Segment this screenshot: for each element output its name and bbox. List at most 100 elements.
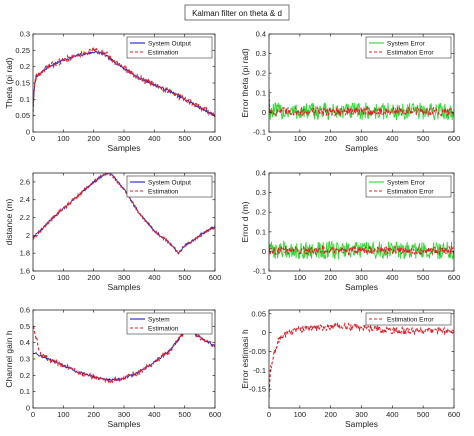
x-tick-label: 300 — [355, 273, 368, 282]
title-text: Kalman filter on theta & d — [192, 9, 282, 18]
series-line-1 — [269, 88, 454, 117]
x-tick-label: 0 — [267, 410, 271, 419]
legend-label: Estimation — [148, 326, 179, 333]
y-tick-label: 2.4 — [20, 195, 30, 204]
x-tick-label: 600 — [209, 410, 222, 419]
x-tick-label: 100 — [57, 273, 70, 282]
x-tick-label: 200 — [324, 410, 337, 419]
series-group — [269, 88, 454, 121]
y-tick-label: 0.1 — [256, 227, 266, 236]
series-line-0 — [269, 240, 454, 260]
x-tick-label: 600 — [209, 134, 222, 143]
x-tick-label: 0 — [31, 273, 35, 282]
title-box — [184, 4, 290, 21]
x-tick-label: 400 — [148, 273, 161, 282]
x-axis-label: Samples — [345, 419, 378, 429]
x-tick-label: 300 — [118, 273, 131, 282]
legend-label: Estimation — [148, 189, 179, 196]
legend-label: System Output — [148, 180, 191, 187]
subplot-distance: 0 100 200 300 400 500 600 1.6 1.8 2 2.2 2.4 2.6 Sampl… — [4, 172, 221, 292]
x-tick-label: 100 — [294, 273, 307, 282]
x-tick-label: 300 — [118, 134, 131, 143]
x-tick-label: 300 — [118, 410, 131, 419]
legend: System Output Estimation — [126, 175, 213, 198]
y-axis-label: Channel gain h — [4, 330, 14, 387]
legend-box — [126, 175, 213, 198]
x-tick-label: 200 — [87, 410, 100, 419]
y-tick-label: 0.05 — [15, 111, 30, 120]
legend: System Error Estimation Error — [365, 36, 452, 59]
legend-label: Estimation Error — [387, 50, 434, 57]
y-tick-label: 0.1 — [20, 387, 30, 396]
x-tick-label: 100 — [294, 134, 307, 143]
series-line-1 — [33, 46, 215, 118]
x-tick-label: 0 — [31, 410, 35, 419]
series-line-1 — [269, 243, 454, 257]
x-tick-label: 500 — [417, 410, 430, 419]
x-tick-label: 500 — [417, 273, 430, 282]
x-tick-label: 200 — [324, 273, 337, 282]
x-tick-label: 100 — [57, 410, 70, 419]
legend-label: System Error — [387, 180, 426, 187]
y-tick-label: 0.25 — [15, 46, 30, 55]
figure-title: Kalman filter on theta & d — [184, 4, 290, 21]
y-axis-label: Theta (pi rad) — [4, 57, 14, 108]
x-tick-label: 400 — [386, 410, 399, 419]
legend: System Estimation — [126, 312, 213, 335]
series-group — [33, 173, 215, 255]
legend-label: System Error — [387, 41, 426, 48]
x-tick-label: 200 — [87, 273, 100, 282]
y-tick-label: 0.1 — [20, 95, 30, 104]
x-axis-label: Samples — [107, 419, 140, 429]
x-tick-label: 100 — [57, 134, 70, 143]
series-group — [269, 240, 454, 260]
x-tick-label: 500 — [417, 134, 430, 143]
subplot-channel-gain: 0 100 200 300 400 500 600 0 0.1 0.2 0.3 0.4 0.5 0.6 Sa… — [4, 306, 221, 430]
x-tick-label: 400 — [386, 273, 399, 282]
legend-label: Estimation — [148, 50, 179, 57]
y-axis-label: Error theta (pi rad) — [240, 48, 250, 118]
legend-box — [365, 312, 452, 326]
legend-label: Estimation Error — [387, 317, 434, 324]
subplot-theta: 0 100 200 300 400 500 600 0 0.05 0.1 0.15 0.2 0.25 0.… — [4, 30, 221, 154]
series-group — [269, 322, 454, 398]
subplot-error-theta: 0 100 200 300 400 500 600-0.100.10.20.30.4Samp… — [240, 30, 460, 154]
legend-label: System — [148, 317, 170, 324]
y-tick-label: 0 — [262, 247, 266, 256]
x-tick-label: 0 — [267, 134, 271, 143]
y-tick-label: 0.2 — [256, 208, 266, 217]
x-tick-label: 400 — [148, 410, 161, 419]
y-axis-label: Error d (m) — [240, 201, 250, 242]
legend-box — [365, 36, 452, 59]
subplot-error-d: 0 100 200 300 400 500 600-0.100.10.20.30.4Samp… — [240, 169, 460, 293]
y-tick-label: -0.1 — [253, 267, 266, 276]
x-tick-label: 0 — [31, 134, 35, 143]
series-line-0 — [269, 322, 454, 398]
x-tick-label: 500 — [178, 134, 191, 143]
subplot-grid: 0 100 200 300 400 500 60000.050.10.150.20.250.… — [4, 30, 460, 430]
y-tick-label: 0.4 — [20, 338, 30, 347]
x-tick-label: 0 — [267, 273, 271, 282]
y-tick-label: 0.2 — [20, 62, 30, 71]
y-tick-label: 0.2 — [256, 69, 266, 78]
series-group — [33, 46, 215, 118]
x-tick-label: 200 — [324, 134, 337, 143]
legend-label: System Output — [148, 41, 191, 48]
y-tick-label: 0.2 — [20, 371, 30, 380]
y-tick-label: 0.05 — [251, 309, 266, 318]
x-tick-label: 600 — [448, 410, 461, 419]
y-tick-label: 0.15 — [15, 79, 30, 88]
x-axis-label: Samples — [345, 282, 378, 292]
legend-box — [126, 36, 213, 59]
legend-box — [126, 312, 213, 335]
x-axis-label: Samples — [107, 143, 140, 153]
y-tick-label: 0.1 — [256, 88, 266, 97]
x-tick-label: 600 — [209, 273, 222, 282]
y-tick-label: 2 — [26, 231, 30, 240]
legend-label: Estimation Error — [387, 189, 434, 196]
x-tick-label: 500 — [178, 410, 191, 419]
y-tick-label: 2.2 — [20, 213, 30, 222]
x-tick-label: 600 — [448, 273, 461, 282]
y-tick-label: -0.1 — [253, 366, 266, 375]
x-tick-label: 400 — [148, 134, 161, 143]
